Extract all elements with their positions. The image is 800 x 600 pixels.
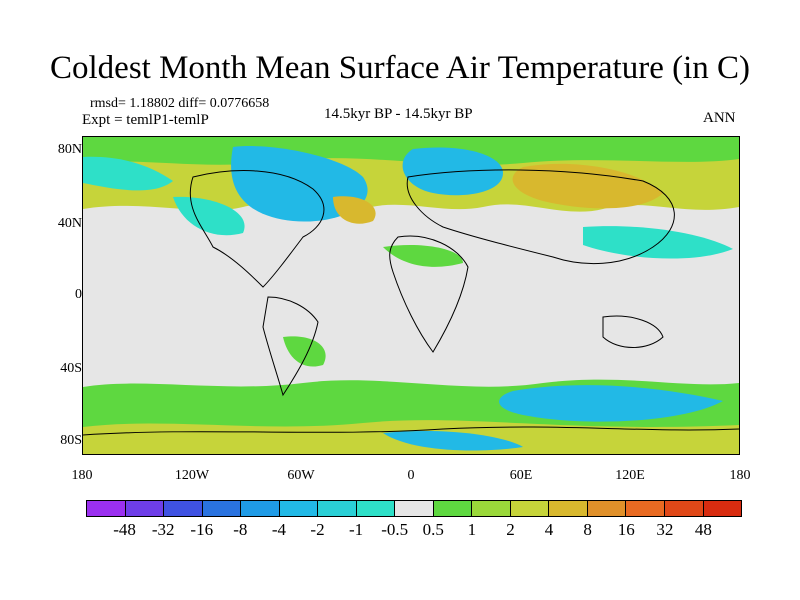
south-america-green-patch [283, 336, 326, 367]
north-america-cold-region [231, 146, 368, 222]
lon-tick-120w: 120W [174, 468, 210, 483]
colorbar-swatch-10 [472, 501, 511, 516]
colorbar-swatch-2 [164, 501, 203, 516]
atlantic-warm-patch [333, 196, 376, 224]
siberia-warm-region [512, 163, 663, 209]
antarctic-cold-patch [383, 430, 523, 451]
colorbar-swatch-8 [395, 501, 434, 516]
colorbar-swatch-15 [664, 501, 704, 516]
lon-tick-180w: 180 [71, 468, 93, 483]
africa-coastline [389, 235, 469, 353]
northeast-pacific-cold-patch [173, 196, 245, 236]
southern-cold-region [499, 385, 723, 422]
lat-tick-40s: 40S [60, 361, 82, 376]
colorbar-swatch-3 [202, 501, 242, 516]
figure-title: Coldest Month Mean Surface Air Temperatu… [50, 50, 750, 86]
coastlines [82, 169, 740, 436]
colorbar-swatch-6 [318, 501, 357, 516]
colorbar-swatch-13 [587, 501, 627, 516]
colorbar-swatch-12 [549, 501, 588, 516]
colorbar-swatch-9 [433, 501, 473, 516]
colorbar-swatch-7 [356, 501, 396, 516]
colorbar-label-10: 2 [506, 520, 515, 539]
season-label: ANN [703, 110, 736, 126]
colorbar-label-13: 16 [617, 520, 635, 539]
colorbar-label-15: 48 [694, 520, 712, 539]
experiment-label: Expt = temlP1-temlP [82, 112, 209, 128]
lon-tick-180e: 180 [729, 468, 751, 483]
temperature-anomaly-map [82, 137, 740, 454]
colorbar-label-2: -16 [190, 520, 214, 539]
colorbar-swatch-0 [87, 501, 126, 516]
colorbar-label-0: -48 [113, 520, 136, 539]
colorbar-label-12: 8 [583, 520, 592, 539]
map-panel [82, 136, 740, 455]
lon-tick-60e: 60E [509, 468, 533, 483]
colorbar-swatch-5 [279, 501, 319, 516]
lon-tick-120e: 120E [615, 468, 645, 483]
colorbar-label-7: -0.5 [381, 520, 409, 539]
colorbar-label-9: 1 [467, 520, 477, 539]
colorbar-swatch-1 [125, 501, 165, 516]
lon-tick-60w: 60W [287, 468, 315, 483]
pacific-cold-patch [83, 156, 173, 191]
colorbar-label-1: -32 [151, 520, 175, 539]
eurasia-coastline [406, 169, 675, 264]
colorbar-label-6: -1 [349, 520, 364, 539]
colorbar-swatch-4 [241, 501, 280, 516]
lon-tick-0: 0 [407, 468, 415, 483]
north-america-coastline [189, 170, 325, 288]
colorbar-swatch-16 [703, 501, 742, 516]
colorbar-label-3: -8 [233, 520, 248, 539]
colorbar-label-8: 0.5 [422, 520, 444, 539]
stats-text: rmsd= 1.18802 diff= 0.0776658 [90, 96, 270, 111]
mediterranean-green-patch [383, 244, 463, 267]
north-pacific-cold-patch [583, 226, 733, 259]
colorbar-label-4: -4 [271, 520, 287, 539]
colorbar-swatch-11 [510, 501, 550, 516]
colorbar-swatch-14 [626, 501, 665, 516]
lat-tick-40n: 40N [57, 216, 82, 231]
colorbar [86, 500, 742, 517]
australia-coastline [602, 315, 664, 348]
lat-tick-80n: 80N [57, 142, 82, 157]
colorbar-label-11: 4 [544, 520, 554, 539]
lat-tick-0: 0 [75, 287, 82, 302]
period-label: 14.5kyr BP - 14.5kyr BP [324, 106, 473, 122]
colorbar-label-5: -2 [310, 520, 325, 539]
colorbar-label-14: 32 [656, 520, 674, 539]
lat-tick-80s: 80S [60, 433, 82, 448]
north-atlantic-cold-region [402, 147, 503, 196]
south-america-coastline [262, 296, 319, 397]
antarctica-coastline [82, 426, 740, 436]
